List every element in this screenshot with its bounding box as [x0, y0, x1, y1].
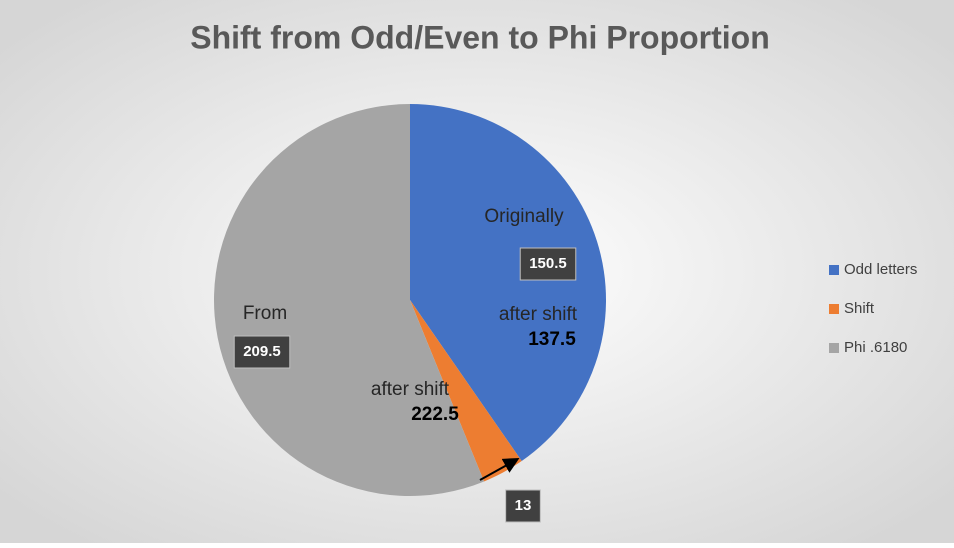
data-label-box — [233, 335, 291, 369]
annotation: Originally — [484, 206, 564, 227]
data-label: 150.5 — [529, 255, 567, 272]
annotation: From — [243, 303, 287, 324]
chart-title: Shift from Odd/Even to Phi Proportion — [190, 19, 770, 55]
legend-swatch — [829, 343, 839, 353]
legend-label: Odd letters — [844, 261, 917, 278]
data-label: 13 — [515, 497, 532, 514]
pie — [214, 104, 606, 496]
legend-label: Shift — [844, 300, 875, 317]
annotation: 137.5 — [528, 329, 576, 350]
data-label-box — [505, 489, 541, 523]
annotation: after shift — [371, 379, 450, 400]
pie-slice — [410, 104, 606, 462]
annotation: after shift — [499, 304, 578, 325]
annotation: 222.5 — [411, 404, 459, 425]
data-label-box — [519, 247, 577, 281]
legend-swatch — [829, 304, 839, 314]
pie-slice — [214, 104, 485, 496]
data-label: 209.5 — [243, 343, 281, 360]
pie-slice — [410, 300, 522, 482]
legend-label: Phi .6180 — [844, 339, 907, 356]
legend-swatch — [829, 265, 839, 275]
arrow — [479, 458, 520, 481]
